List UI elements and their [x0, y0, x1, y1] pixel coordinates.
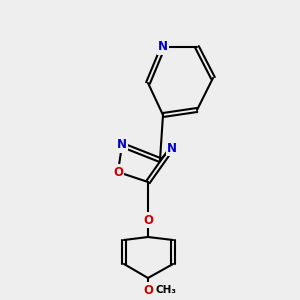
Text: O: O	[143, 214, 153, 226]
Text: N: N	[158, 40, 168, 53]
Text: N: N	[117, 139, 127, 152]
Text: N: N	[167, 142, 177, 154]
Text: O: O	[143, 284, 153, 296]
Text: CH₃: CH₃	[155, 285, 176, 295]
Text: O: O	[113, 166, 123, 178]
